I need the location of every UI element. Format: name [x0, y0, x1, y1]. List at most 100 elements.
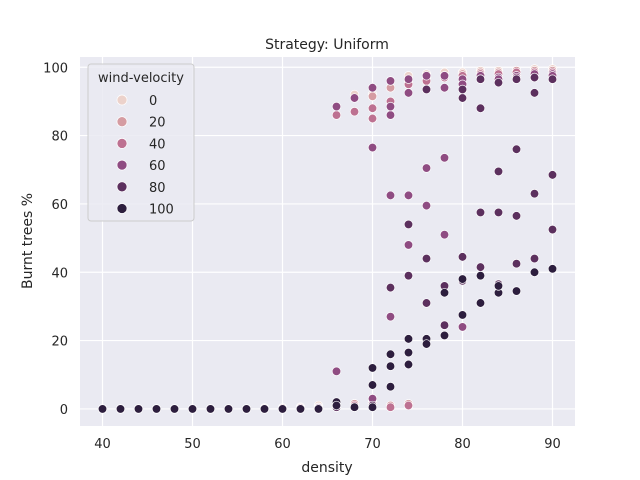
data-point-wind-100 — [403, 347, 414, 358]
data-point-wind-80 — [493, 207, 504, 218]
data-point-wind-100 — [205, 404, 216, 414]
y-tick-label: 100 — [43, 61, 68, 76]
legend-label: 0 — [149, 94, 157, 109]
data-point-wind-80 — [493, 77, 504, 88]
legend-marker — [116, 116, 128, 128]
legend-marker — [116, 203, 128, 214]
data-point-wind-100 — [115, 404, 126, 414]
legend-label: 40 — [149, 137, 166, 152]
legend-label: 20 — [149, 116, 166, 131]
x-tick-label: 70 — [364, 437, 381, 452]
legend: wind-velocity 0 20 40 60 80 100 — [87, 63, 195, 222]
data-point-wind-60 — [403, 74, 414, 84]
y-tick-label: 0 — [60, 403, 68, 418]
data-point-wind-80 — [529, 88, 540, 98]
data-point-wind-100 — [367, 402, 378, 412]
data-point-wind-40 — [367, 103, 378, 113]
legend-label: 60 — [149, 159, 166, 174]
data-point-wind-80 — [457, 93, 468, 103]
data-point-wind-60 — [403, 190, 414, 201]
data-point-wind-80 — [421, 84, 432, 95]
data-point-wind-100 — [547, 264, 558, 274]
data-point-wind-100 — [349, 402, 360, 412]
data-point-wind-100 — [97, 404, 108, 414]
data-point-wind-80 — [511, 74, 522, 84]
data-point-wind-80 — [529, 253, 540, 264]
legend-marker — [116, 94, 128, 106]
data-point-wind-100 — [331, 400, 342, 411]
data-point-wind-100 — [385, 361, 396, 371]
chart-title: Strategy: Uniform — [265, 37, 389, 53]
data-point-wind-60 — [421, 200, 432, 211]
legend-marker — [116, 138, 128, 149]
data-point-wind-20 — [367, 91, 378, 101]
data-point-wind-100 — [169, 404, 180, 414]
data-point-wind-60 — [385, 76, 396, 86]
data-point-wind-80 — [511, 144, 522, 154]
data-point-wind-100 — [439, 330, 450, 341]
data-point-wind-100 — [457, 274, 468, 284]
data-point-wind-40 — [367, 113, 378, 124]
data-point-wind-100 — [421, 339, 432, 349]
data-point-wind-60 — [457, 322, 468, 332]
data-point-wind-40 — [349, 107, 360, 117]
data-point-wind-60 — [439, 71, 450, 81]
data-point-wind-60 — [421, 71, 432, 81]
data-point-wind-100 — [259, 404, 270, 414]
data-point-wind-80 — [475, 207, 486, 218]
data-point-wind-80 — [457, 84, 468, 95]
x-tick-label: 40 — [94, 437, 111, 452]
legend-label: 100 — [149, 203, 174, 218]
data-point-wind-80 — [511, 259, 522, 269]
data-point-wind-80 — [403, 219, 414, 230]
data-point-wind-60 — [439, 83, 450, 93]
x-axis-label: density — [301, 460, 352, 476]
data-point-wind-100 — [133, 404, 144, 414]
data-point-wind-60 — [385, 101, 396, 112]
data-point-wind-60 — [331, 366, 342, 376]
data-point-wind-100 — [493, 281, 504, 291]
data-point-wind-40 — [403, 400, 414, 411]
data-point-wind-60 — [403, 88, 414, 98]
y-axis-label: Burnt trees % — [20, 193, 36, 289]
legend-marker — [116, 181, 128, 193]
data-point-wind-100 — [511, 286, 522, 296]
x-tick-label: 80 — [454, 437, 471, 452]
data-point-wind-80 — [421, 298, 432, 308]
data-point-wind-100 — [367, 363, 378, 373]
data-point-wind-100 — [295, 404, 306, 414]
data-point-wind-100 — [439, 288, 450, 298]
data-point-wind-60 — [385, 190, 396, 201]
data-point-wind-80 — [385, 282, 396, 293]
data-points — [97, 64, 558, 414]
data-point-wind-40 — [331, 110, 342, 120]
legend-title: wind-velocity — [98, 71, 184, 86]
data-point-wind-60 — [367, 142, 378, 153]
data-point-wind-80 — [457, 252, 468, 262]
y-tick-label: 80 — [51, 130, 68, 145]
data-point-wind-100 — [457, 310, 468, 320]
data-point-wind-60 — [421, 163, 432, 173]
legend-marker — [116, 159, 128, 171]
y-tick-labels: 0 20 40 60 80 100 — [43, 61, 68, 418]
data-point-wind-80 — [421, 253, 432, 264]
data-point-wind-100 — [385, 349, 396, 359]
legend-entries: 0 20 40 60 80 100 — [116, 94, 174, 218]
y-tick-label: 60 — [51, 198, 68, 213]
data-point-wind-60 — [349, 93, 360, 103]
data-point-wind-60 — [367, 83, 378, 93]
data-point-wind-100 — [475, 298, 486, 308]
x-tick-label: 50 — [184, 437, 201, 452]
data-point-wind-100 — [475, 271, 486, 281]
grid-lines — [80, 57, 575, 426]
data-point-wind-80 — [529, 72, 540, 83]
data-point-wind-100 — [403, 334, 414, 344]
data-point-wind-100 — [529, 267, 540, 277]
data-point-wind-100 — [367, 380, 378, 390]
data-point-wind-100 — [151, 404, 162, 414]
data-point-wind-80 — [439, 320, 450, 330]
data-point-wind-60 — [331, 101, 342, 112]
data-point-wind-100 — [223, 404, 234, 414]
data-point-wind-80 — [511, 211, 522, 221]
